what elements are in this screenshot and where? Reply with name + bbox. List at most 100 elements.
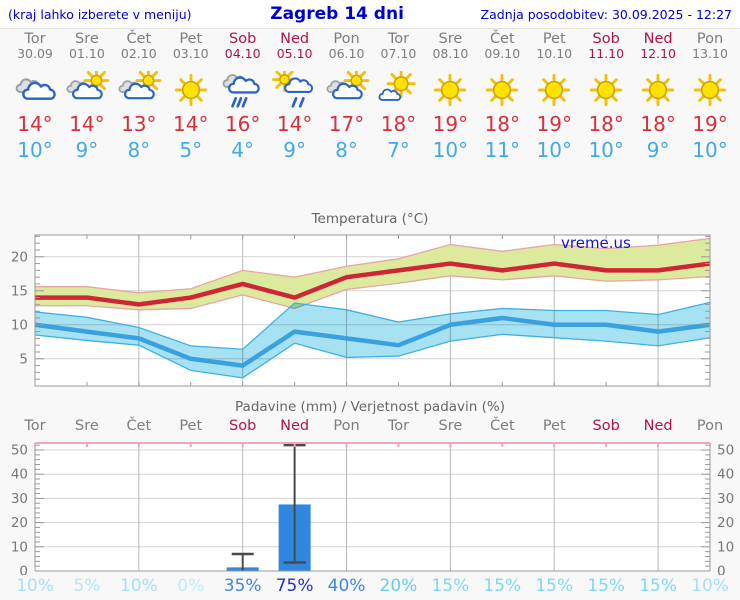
cloud-shape bbox=[227, 76, 260, 94]
weather-icon-cell bbox=[64, 69, 110, 111]
precip-probability-label: 40% bbox=[327, 576, 366, 596]
precip-probability-label: 10% bbox=[691, 576, 729, 596]
sun-shape bbox=[174, 73, 207, 107]
sun-shape bbox=[641, 73, 675, 107]
band-edge-line bbox=[34, 333, 711, 379]
forecast-day-column: Sre 08.10 19° 10° bbox=[424, 32, 476, 163]
max-temperature-label: 18° bbox=[588, 112, 624, 136]
temp-y-axis-label: 15 bbox=[11, 283, 28, 299]
precip-y-axis-label-right: 50 bbox=[717, 443, 734, 459]
band-edge-line bbox=[34, 301, 711, 350]
precip-plot-background bbox=[35, 443, 710, 571]
precip-day-label: Ned bbox=[643, 418, 673, 434]
cloud-shape bbox=[283, 77, 313, 94]
day-date-label: 08.10 bbox=[432, 46, 469, 61]
sun-shape bbox=[486, 73, 519, 107]
precip-probability-label: 15% bbox=[483, 576, 522, 596]
max-temperature-label: 14° bbox=[17, 112, 53, 136]
day-name-label: Ned bbox=[280, 31, 310, 47]
precip-y-axis-label-right: 30 bbox=[717, 491, 734, 507]
precip-y-axis-label-left: 30 bbox=[11, 491, 28, 507]
sun-shape bbox=[693, 73, 727, 107]
sun-cloud-icon bbox=[118, 71, 162, 100]
precip-day-label: Sob bbox=[229, 418, 257, 434]
max-temperature-label: 13° bbox=[121, 112, 157, 136]
day-date-label: 01.10 bbox=[68, 46, 105, 61]
precip-day-label: Pon bbox=[333, 418, 360, 434]
precip-day-label: Tor bbox=[387, 418, 410, 434]
weather-icon-cell bbox=[583, 69, 629, 111]
sunny-icon bbox=[174, 73, 207, 107]
min-temperature-label: 8° bbox=[335, 138, 358, 162]
day-date-label: 05.10 bbox=[276, 46, 313, 61]
min-temperature-label: 10° bbox=[17, 138, 53, 162]
day-name-label: Čet bbox=[126, 31, 152, 47]
min-temperature-label: 9° bbox=[283, 138, 306, 162]
forecast-day-column: Čet 09.10 18° 11° bbox=[476, 32, 528, 163]
precip-y-axis-label-left: 20 bbox=[11, 515, 28, 531]
cloud-shape bbox=[22, 81, 56, 100]
max-temperature-label: 18° bbox=[484, 112, 521, 136]
page-title: Zagreb 14 dni bbox=[270, 4, 404, 24]
min-temperature-label: 9° bbox=[75, 138, 99, 162]
max-temperature-label: 14° bbox=[173, 112, 209, 136]
precip-day-label: Sob bbox=[592, 418, 620, 434]
forecast-strip: Tor 30.09 14° 10° Sre 01.10 14° 9° Čet 02.10 13° 8°… bbox=[9, 32, 736, 163]
forecast-day-column: Tor 07.10 18° 7° bbox=[372, 32, 424, 163]
sun-shape bbox=[590, 73, 623, 107]
max-temperature-label: 17° bbox=[328, 112, 365, 136]
day-date-label: 11.10 bbox=[588, 46, 625, 61]
max-temperature-label: 16° bbox=[224, 112, 261, 136]
band-edge-line bbox=[35, 275, 711, 311]
precip-y-axis-label-right: 20 bbox=[717, 515, 734, 531]
precipitation-chart: 0 0 10 10 20 20 30 30 40 40 50 50 bbox=[11, 442, 734, 576]
max-temperature-label: 18° bbox=[380, 112, 417, 136]
day-name-label: Tor bbox=[387, 31, 410, 47]
precip-probability-label: 10% bbox=[16, 576, 54, 596]
forecast-day-column: Pet 10.10 19° 10° bbox=[528, 32, 580, 163]
sunny-icon bbox=[538, 73, 571, 107]
precip-probability-label: 15% bbox=[535, 576, 574, 596]
forecast-day-column: Ned 05.10 14° 9° bbox=[269, 32, 321, 163]
band-edge-line bbox=[35, 237, 711, 294]
sun-cloud-icon bbox=[326, 71, 369, 100]
day-date-label: 03.10 bbox=[172, 46, 209, 61]
sun-shape bbox=[538, 73, 571, 107]
forecast-day-column: Tor 30.09 14° 10° bbox=[9, 32, 61, 163]
min-temperature-label: 7° bbox=[387, 138, 410, 162]
precipitation-probability-row: 10% 5% 10% 0% 35% 75% 40% 20% 15% 15% 15% 15% 15% 10% bbox=[9, 576, 736, 596]
weather-icon-cell bbox=[479, 69, 525, 111]
cloud-shape bbox=[378, 88, 402, 101]
precip-probability-label: 35% bbox=[223, 576, 262, 596]
precip-day-label: Pon bbox=[696, 418, 724, 434]
max-temperature-label: 19° bbox=[432, 112, 469, 136]
precip-probability-label: 75% bbox=[275, 576, 314, 596]
precip-day-label: Tor bbox=[24, 418, 46, 434]
day-name-label: Ned bbox=[643, 31, 673, 47]
max-temperature-label: 14° bbox=[69, 112, 105, 136]
weather-icon-cell bbox=[687, 69, 733, 111]
precip-day-label: Sre bbox=[438, 418, 463, 434]
day-name-label: Sob bbox=[592, 31, 620, 47]
forecast-day-column: Pon 13.10 19° 10° bbox=[684, 32, 736, 163]
cloud-shape bbox=[71, 82, 103, 100]
min-temperature-label: 10° bbox=[536, 138, 572, 162]
sun-shape bbox=[83, 71, 110, 94]
page-header: (kraj lahko izberete v meniju) Zagreb 14… bbox=[0, 0, 740, 29]
min-temperature-label: 10° bbox=[692, 138, 728, 162]
weather-icon-cell bbox=[12, 69, 58, 111]
forecast-day-column: Ned 12.10 18° 9° bbox=[632, 32, 684, 163]
weather-icon-cell bbox=[168, 69, 214, 111]
precip-day-label: Čet bbox=[126, 418, 152, 434]
day-name-label: Sob bbox=[229, 31, 257, 47]
last-update-label: Zadnja posodobitev: 30.09.2025 - 12:27 bbox=[480, 6, 732, 22]
day-date-label: 13.10 bbox=[692, 46, 728, 61]
precip-probability-label: 20% bbox=[379, 576, 418, 596]
sunny-icon bbox=[434, 73, 467, 107]
weather-icon-cell bbox=[375, 69, 421, 111]
weather-icon-cell bbox=[220, 69, 266, 111]
weather-icon-cell bbox=[531, 69, 577, 111]
precip-y-axis-label-right: 0 bbox=[717, 564, 726, 576]
weather-icon-cell bbox=[635, 69, 681, 111]
day-date-label: 07.10 bbox=[380, 46, 417, 61]
